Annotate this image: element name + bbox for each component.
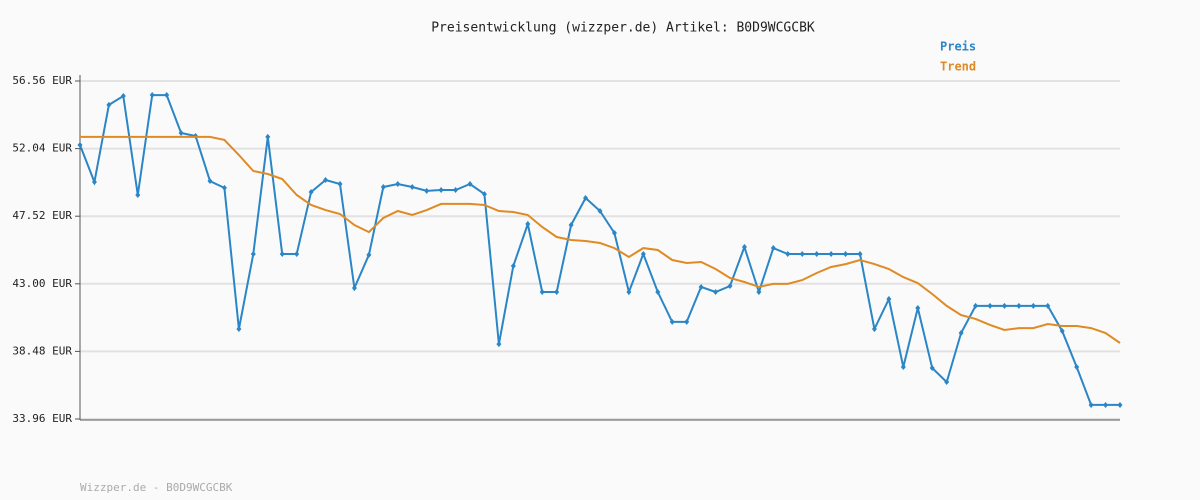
point <box>265 133 271 140</box>
point <box>351 284 357 291</box>
y-tick-label: 47.52 EUR <box>12 209 72 222</box>
point <box>308 188 314 195</box>
y-tick-label: 33.96 EUR <box>12 412 72 425</box>
point <box>611 229 617 236</box>
point <box>741 244 747 251</box>
point <box>843 251 849 258</box>
point <box>756 289 762 296</box>
point <box>525 220 531 227</box>
point <box>684 318 690 325</box>
point <box>294 251 300 258</box>
point <box>1074 363 1080 370</box>
point <box>178 130 184 137</box>
point <box>698 283 704 290</box>
point <box>250 251 256 258</box>
point <box>120 92 126 99</box>
point <box>915 305 921 312</box>
point <box>149 92 155 99</box>
point <box>1030 302 1036 309</box>
y-tick-label: 38.48 EUR <box>12 344 72 357</box>
point <box>785 251 791 258</box>
point <box>669 318 675 325</box>
point <box>655 289 661 296</box>
point <box>481 191 487 198</box>
point <box>871 325 877 332</box>
point <box>727 283 733 290</box>
y-tick-label: 43.00 EUR <box>12 277 72 290</box>
point <box>409 184 415 191</box>
legend-label: Trend <box>940 60 976 74</box>
point <box>496 341 502 348</box>
point <box>438 187 444 194</box>
point <box>366 251 372 258</box>
point <box>467 181 473 188</box>
point <box>207 178 213 185</box>
point <box>395 181 401 188</box>
point <box>958 330 964 337</box>
point <box>828 251 834 258</box>
point <box>453 187 459 194</box>
point <box>857 251 863 258</box>
point <box>597 207 603 214</box>
legend-label: Preis <box>940 40 976 54</box>
point <box>135 191 141 198</box>
point <box>221 184 227 191</box>
point <box>539 289 545 296</box>
point <box>236 325 242 332</box>
point <box>554 289 560 296</box>
point <box>1045 302 1051 309</box>
point <box>91 178 97 185</box>
point <box>1016 302 1022 309</box>
point <box>1088 401 1094 408</box>
y-tick-label: 52.04 EUR <box>12 142 72 155</box>
chart-title: Preisentwicklung (wizzper.de) Artikel: B… <box>431 21 815 36</box>
point <box>929 365 935 372</box>
point <box>987 302 993 309</box>
point <box>568 222 574 229</box>
footer: Wizzper.de - B0D9WCGCBK <box>80 481 233 494</box>
point <box>1103 401 1109 408</box>
point <box>626 289 632 296</box>
y-tick-label: 56.56 EUR <box>12 74 72 87</box>
series-line <box>80 135 1121 344</box>
point <box>77 142 83 149</box>
point <box>886 296 892 303</box>
point <box>713 289 719 296</box>
point <box>424 187 430 194</box>
point <box>973 302 979 309</box>
point <box>770 245 776 252</box>
point <box>279 251 285 258</box>
point <box>164 92 170 99</box>
point <box>799 251 805 258</box>
point <box>323 177 329 184</box>
point <box>337 181 343 188</box>
point <box>1001 302 1007 309</box>
point <box>640 251 646 258</box>
point <box>380 184 386 191</box>
point <box>1117 401 1123 408</box>
point <box>944 379 950 386</box>
point <box>106 101 112 108</box>
point <box>510 263 516 270</box>
point <box>583 194 589 201</box>
point <box>1059 328 1065 335</box>
point <box>814 251 820 258</box>
point <box>900 363 906 370</box>
